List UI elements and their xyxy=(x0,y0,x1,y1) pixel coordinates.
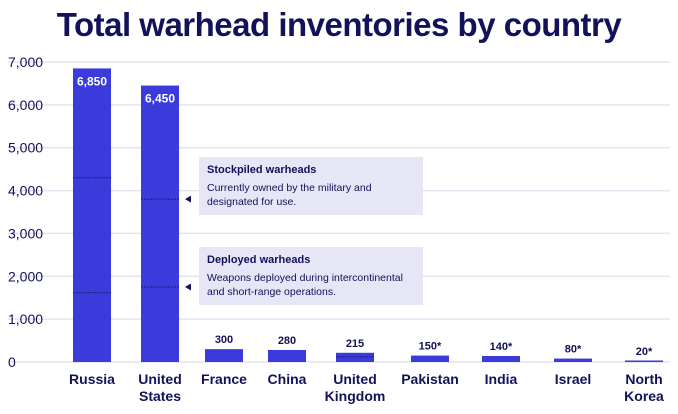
y-tick-label: 1,000 xyxy=(8,311,43,327)
bar xyxy=(205,349,243,362)
x-tick-label: Pakistan xyxy=(401,371,459,387)
data-label: 6,850 xyxy=(77,74,107,88)
y-tick-label: 5,000 xyxy=(8,140,43,156)
x-tick-label: Russia xyxy=(69,371,115,387)
chart-title: Total warhead inventories by country xyxy=(56,6,622,43)
data-label: 280 xyxy=(278,335,296,347)
x-tick-label: India xyxy=(485,371,518,387)
x-tick-label: North xyxy=(625,371,662,387)
x-tick-label: Kingdom xyxy=(325,388,386,404)
annotation-stockpiled-title: Stockpiled warheads xyxy=(207,164,317,176)
bar xyxy=(73,68,111,362)
data-label: 300 xyxy=(215,334,233,346)
annotation-stockpiled: Stockpiled warheads Currently owned by t… xyxy=(199,157,423,215)
annotation-deployed: Deployed warheads Weapons deployed durin… xyxy=(199,247,423,305)
x-tick-label: France xyxy=(201,371,247,387)
annotation-pointer-icon xyxy=(185,195,191,203)
data-label: 80* xyxy=(565,344,582,356)
annotation-pointer-icon xyxy=(185,283,191,291)
data-label: 20* xyxy=(636,346,653,358)
x-tick-label: States xyxy=(139,388,181,404)
bar xyxy=(336,352,374,362)
bar xyxy=(482,356,520,362)
y-tick-label: 7,000 xyxy=(8,54,43,70)
data-label: 215 xyxy=(346,338,364,350)
x-tick-label: Israel xyxy=(555,371,592,387)
y-tick-label: 6,000 xyxy=(8,97,43,113)
x-tick-label: China xyxy=(268,371,307,387)
bar xyxy=(554,358,592,362)
y-tick-label: 2,000 xyxy=(8,268,43,284)
data-label: 140* xyxy=(490,341,513,353)
annotation-stockpiled-text: Currently owned by the military and desi… xyxy=(207,182,372,208)
bar xyxy=(141,85,179,363)
bar xyxy=(625,360,663,362)
bar xyxy=(411,355,449,362)
x-tick-label: Korea xyxy=(624,388,664,404)
data-label: 150* xyxy=(419,341,442,353)
y-tick-label: 3,000 xyxy=(8,225,43,241)
x-tick-label: United xyxy=(138,371,182,387)
annotation-deployed-title: Deployed warheads xyxy=(207,254,311,266)
data-label: 6,450 xyxy=(145,92,175,106)
y-tick-label: 0 xyxy=(8,354,16,370)
annotation-deployed-text: Weapons deployed during intercontinental… xyxy=(207,272,403,298)
bar xyxy=(268,350,306,362)
x-tick-label: United xyxy=(333,371,377,387)
y-tick-label: 4,000 xyxy=(8,183,43,199)
